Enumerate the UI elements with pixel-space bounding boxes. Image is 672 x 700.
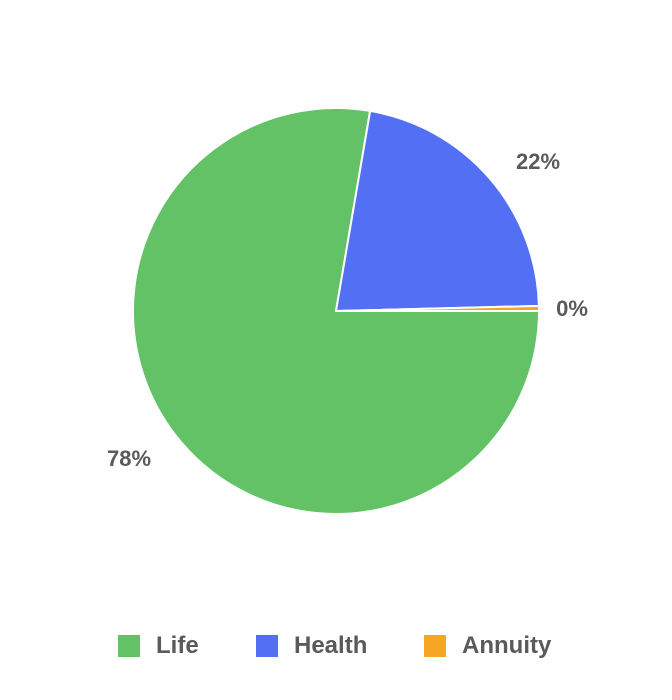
legend-swatch-life (118, 635, 140, 657)
legend-item-health[interactable]: Health (256, 626, 367, 666)
legend-label-annuity: Annuity (462, 632, 552, 659)
legend-label-life: Life (156, 632, 199, 659)
legend-item-annuity[interactable]: Annuity (424, 626, 551, 666)
legend-label-health: Health (294, 632, 368, 659)
legend-item-life[interactable]: Life (118, 626, 199, 666)
slice-label-annuity: 0% (556, 296, 588, 321)
slice-label-health: 22% (516, 149, 560, 174)
legend-swatch-annuity (424, 635, 446, 657)
legend-swatch-health (256, 635, 278, 657)
slice-label-life: 78% (107, 446, 151, 471)
legend: Life Health Annuity (0, 626, 672, 666)
pie-slice-annuity[interactable] (335, 304, 541, 312)
pie-slice-health[interactable] (334, 109, 540, 313)
